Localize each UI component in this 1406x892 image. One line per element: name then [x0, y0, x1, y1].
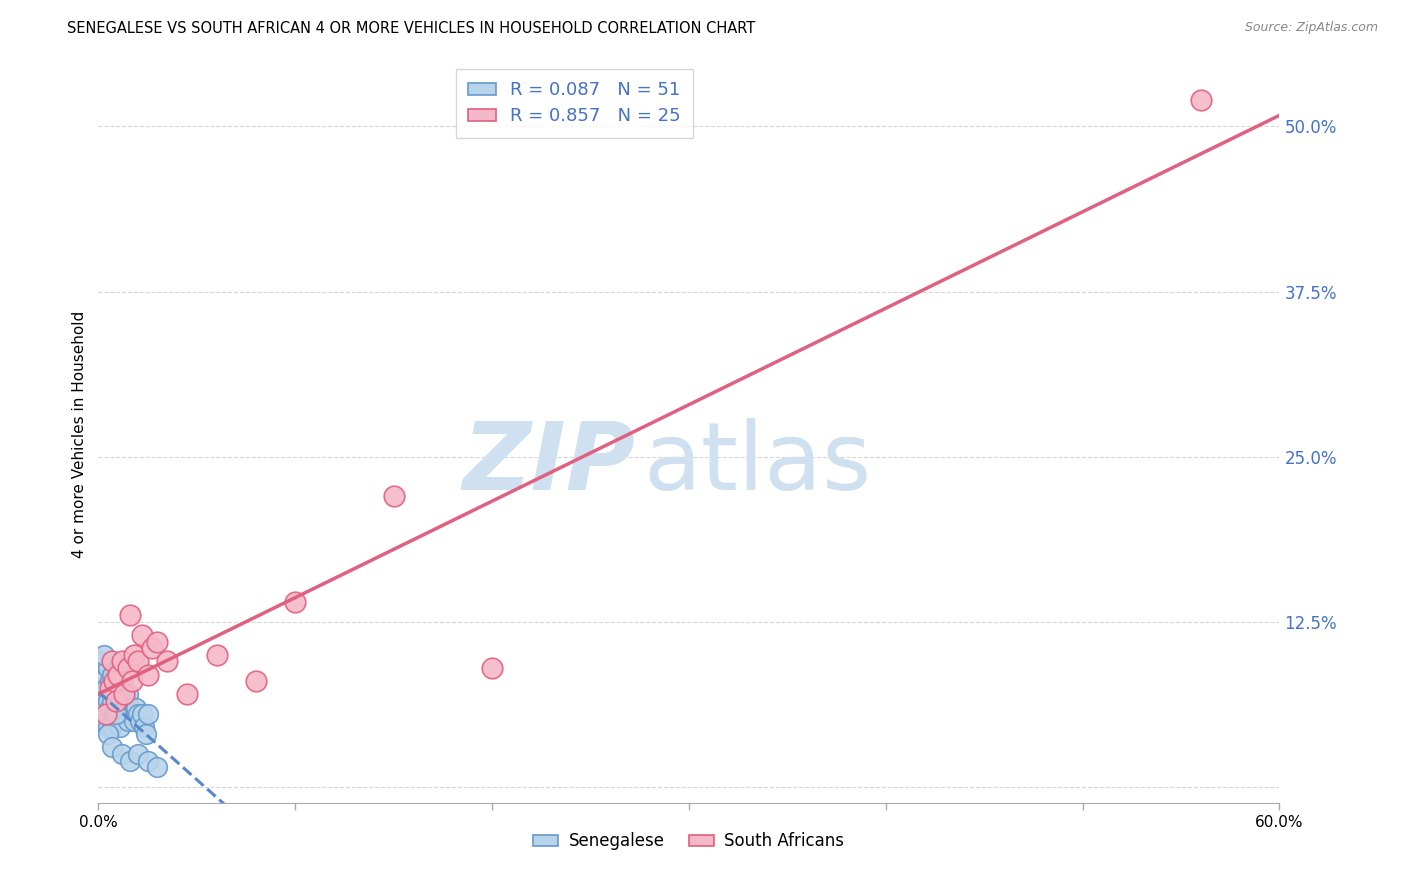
Text: SENEGALESE VS SOUTH AFRICAN 4 OR MORE VEHICLES IN HOUSEHOLD CORRELATION CHART: SENEGALESE VS SOUTH AFRICAN 4 OR MORE VE…	[67, 21, 756, 37]
Point	[205, 648, 228, 662]
Legend: Senegalese, South Africans: Senegalese, South Africans	[527, 826, 851, 857]
Point	[108, 694, 131, 708]
Point	[89, 655, 111, 669]
Text: Source: ZipAtlas.com: Source: ZipAtlas.com	[1244, 21, 1378, 35]
Point	[121, 674, 143, 689]
Point	[118, 608, 141, 623]
Point	[118, 754, 141, 768]
Point	[115, 694, 138, 708]
Text: atlas: atlas	[643, 418, 872, 510]
Point	[107, 707, 129, 722]
Point	[101, 740, 124, 755]
Point	[136, 707, 159, 722]
Text: ZIP: ZIP	[463, 418, 636, 510]
Point	[97, 661, 120, 675]
Point	[132, 721, 155, 735]
Point	[141, 641, 163, 656]
Point	[117, 661, 139, 675]
Point	[176, 688, 198, 702]
Point	[108, 721, 131, 735]
Point	[156, 655, 179, 669]
Point	[101, 721, 124, 735]
Point	[105, 714, 128, 728]
Point	[146, 634, 169, 648]
Point	[111, 674, 134, 689]
Point	[245, 674, 267, 689]
Point	[284, 595, 307, 609]
Point	[118, 700, 141, 714]
Point	[112, 700, 135, 714]
Point	[127, 747, 149, 761]
Point	[107, 681, 129, 695]
Point	[89, 681, 111, 695]
Point	[117, 688, 139, 702]
Point	[136, 667, 159, 681]
Point	[98, 681, 121, 695]
Point	[127, 655, 149, 669]
Point	[97, 694, 120, 708]
Point	[93, 648, 115, 662]
Point	[91, 700, 114, 714]
Point	[127, 707, 149, 722]
Point	[101, 655, 124, 669]
Point	[128, 714, 150, 728]
Point	[101, 667, 124, 681]
Point	[103, 707, 125, 722]
Point	[131, 628, 153, 642]
Point	[481, 661, 503, 675]
Point	[117, 714, 139, 728]
Point	[121, 707, 143, 722]
Point	[135, 727, 157, 741]
Point	[103, 681, 125, 695]
Point	[89, 707, 111, 722]
Point	[98, 674, 121, 689]
Point	[107, 667, 129, 681]
Point	[1189, 93, 1212, 107]
Point	[131, 707, 153, 722]
Point	[122, 714, 145, 728]
Point	[105, 688, 128, 702]
Point	[101, 694, 124, 708]
Point	[125, 700, 148, 714]
Point	[103, 674, 125, 689]
Point	[91, 714, 114, 728]
Point	[93, 688, 115, 702]
Point	[136, 754, 159, 768]
Point	[105, 694, 128, 708]
Point	[97, 721, 120, 735]
Point	[97, 727, 120, 741]
Point	[382, 489, 405, 503]
Point	[96, 707, 118, 722]
Point	[111, 707, 134, 722]
Point	[112, 688, 135, 702]
Point	[111, 747, 134, 761]
Point	[111, 655, 134, 669]
Point	[105, 707, 128, 722]
Point	[96, 707, 118, 722]
Point	[93, 714, 115, 728]
Point	[96, 681, 118, 695]
Point	[146, 760, 169, 774]
Point	[122, 648, 145, 662]
Point	[98, 700, 121, 714]
Y-axis label: 4 or more Vehicles in Household: 4 or more Vehicles in Household	[72, 311, 87, 558]
Point	[91, 674, 114, 689]
